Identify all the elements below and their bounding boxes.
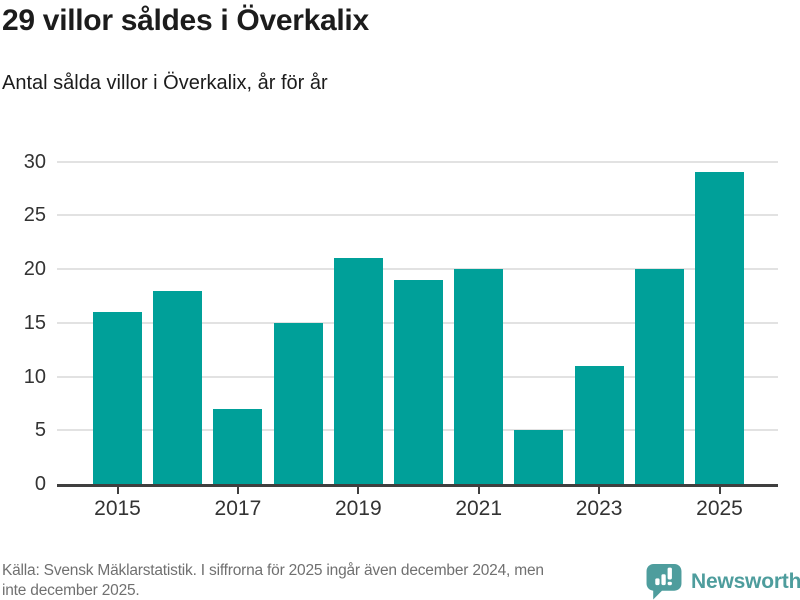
y-axis-tick-label: 25 (23, 204, 46, 227)
x-axis-tick-label: 2021 (455, 497, 503, 520)
x-axis-tick-2019 (357, 487, 360, 494)
x-axis-tick-2015 (116, 487, 119, 494)
y-axis-tick-label: 5 (34, 419, 46, 442)
bar-2024 (634, 269, 684, 484)
source-note: Källa: Svensk Mäklarstatistik. I siffror… (2, 561, 647, 600)
newsworthy-logo: Newsworthy (645, 563, 800, 600)
y-axis-tick-label: 10 (23, 365, 46, 388)
newsworthy-bubble-chart-icon (646, 564, 682, 600)
y-axis-tick-label: 15 (23, 311, 46, 334)
x-axis-tick-2025 (718, 487, 721, 494)
gridline-y25 (57, 214, 778, 217)
bar-2019 (333, 258, 383, 484)
x-axis-tick-label: 2019 (334, 497, 382, 520)
x-axis-tick-2023 (598, 487, 601, 494)
x-axis-tick-2017 (236, 487, 239, 494)
x-axis-tick-2021 (477, 487, 480, 494)
y-axis-tick-label: 0 (34, 473, 46, 495)
y-axis-tick-label: 20 (23, 258, 46, 280)
page-title: 29 villor såldes i Överkalix (2, 4, 369, 37)
y-axis-tick-label: 30 (23, 150, 46, 173)
bar-2023 (574, 365, 624, 484)
x-axis-tick-label: 2017 (214, 497, 262, 520)
bar-2015 (93, 312, 142, 484)
x-axis-line (57, 484, 778, 487)
bar-2020 (394, 279, 443, 484)
source-note-line1: Källa: Svensk Mäklarstatistik. I siffror… (2, 562, 544, 579)
x-axis-tick-label: 2023 (575, 497, 623, 520)
bar-2018 (273, 322, 323, 484)
bar-2021 (454, 269, 504, 484)
source-note-line2: inte december 2025. (2, 582, 140, 599)
bar-2017 (213, 408, 263, 484)
bar-2016 (153, 290, 203, 484)
x-axis-tick-label: 2025 (696, 497, 743, 520)
x-axis-tick-label: 2015 (94, 497, 141, 520)
bar-2025 (695, 172, 744, 484)
gridline-y30 (57, 160, 778, 163)
gridline-y20 (57, 268, 778, 270)
newsworthy-wordmark: Newsworthy (691, 569, 800, 593)
bar-2022 (514, 430, 564, 484)
chart-subtitle: Antal sålda villor i Överkalix, år för å… (2, 72, 328, 94)
